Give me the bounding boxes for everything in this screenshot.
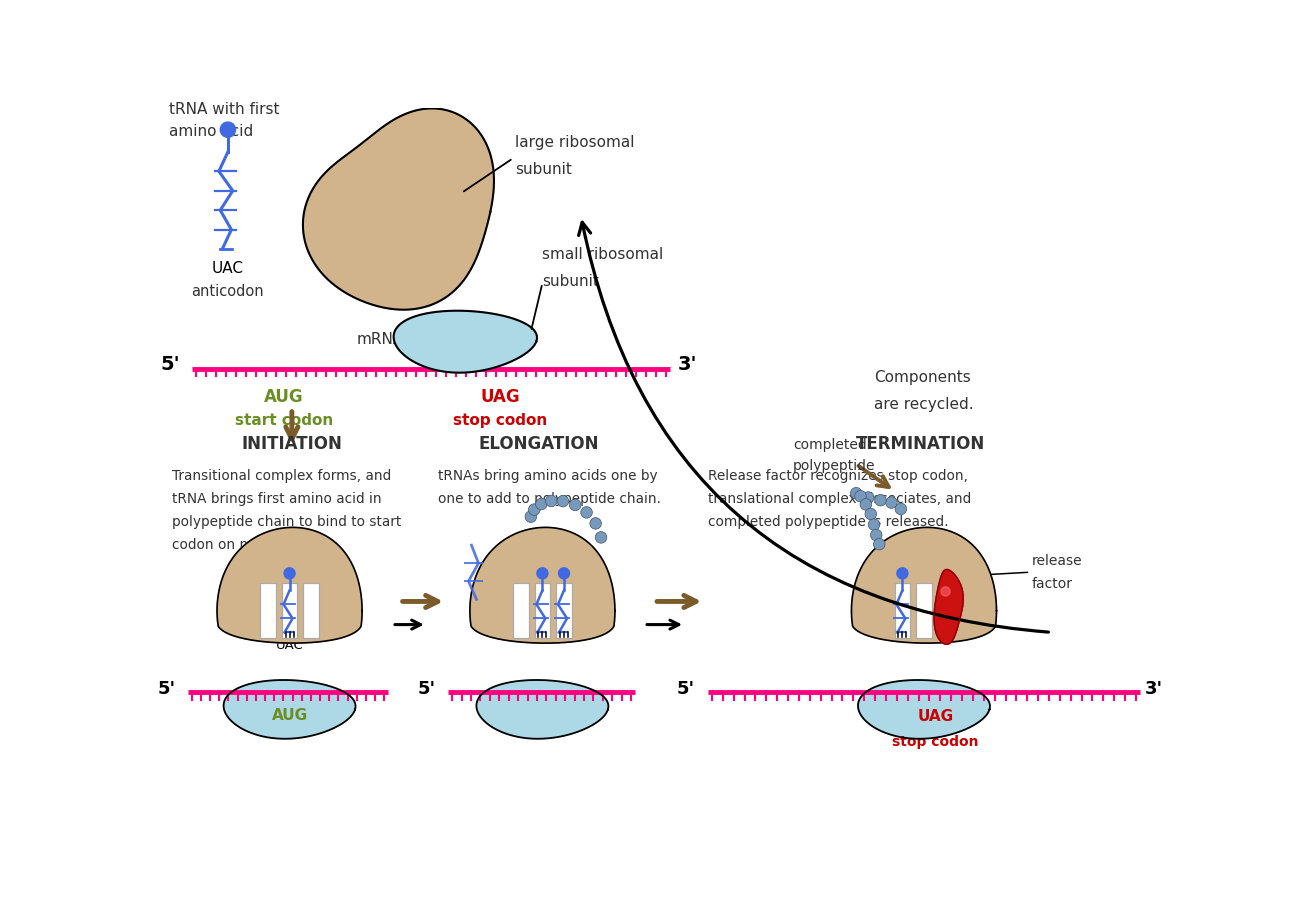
Text: subunit: subunit	[516, 162, 573, 177]
Text: tRNAs bring amino acids one by: tRNAs bring amino acids one by	[438, 469, 659, 483]
Text: mRNA: mRNA	[357, 332, 404, 347]
FancyBboxPatch shape	[513, 583, 529, 639]
Text: Transitional complex forms, and: Transitional complex forms, and	[173, 469, 391, 483]
Text: start codon: start codon	[235, 414, 334, 428]
Text: factor: factor	[1031, 577, 1073, 591]
Text: Release factor recognizes stop codon,: Release factor recognizes stop codon,	[708, 469, 968, 483]
Circle shape	[863, 492, 874, 504]
Circle shape	[569, 499, 581, 511]
Text: tRNA brings first amino acid in: tRNA brings first amino acid in	[173, 492, 382, 506]
Text: small ribosomal: small ribosomal	[543, 247, 664, 262]
FancyBboxPatch shape	[916, 583, 931, 639]
Circle shape	[940, 587, 950, 596]
Text: Components: Components	[874, 370, 970, 386]
Text: AUG: AUG	[265, 388, 304, 406]
Text: UAG: UAG	[917, 709, 953, 724]
Text: INITIATION: INITIATION	[242, 435, 343, 453]
Text: polypeptide: polypeptide	[792, 459, 876, 473]
Circle shape	[868, 519, 879, 531]
Polygon shape	[477, 680, 608, 739]
Text: large ribosomal: large ribosomal	[516, 135, 635, 150]
Circle shape	[284, 568, 295, 578]
Polygon shape	[217, 527, 362, 643]
Text: ELONGATION: ELONGATION	[478, 435, 599, 453]
Text: anticodon: anticodon	[191, 284, 264, 299]
Circle shape	[896, 568, 908, 578]
Text: stop codon: stop codon	[892, 735, 978, 749]
Text: are recycled.: are recycled.	[874, 397, 973, 413]
Circle shape	[590, 517, 601, 529]
Text: polypeptide chain to bind to start: polypeptide chain to bind to start	[173, 515, 401, 529]
Text: 5': 5'	[158, 679, 177, 697]
Circle shape	[595, 532, 607, 543]
Circle shape	[536, 568, 548, 578]
Text: subunit: subunit	[543, 274, 599, 289]
Text: stop codon: stop codon	[453, 414, 547, 428]
Circle shape	[886, 496, 898, 508]
Text: UAC: UAC	[212, 260, 244, 276]
Text: AUG: AUG	[271, 708, 308, 723]
Text: 5': 5'	[161, 355, 181, 374]
FancyBboxPatch shape	[304, 583, 318, 639]
Circle shape	[546, 496, 557, 506]
Circle shape	[870, 529, 882, 541]
Circle shape	[557, 496, 569, 507]
Text: tRNA with first: tRNA with first	[169, 103, 279, 117]
Circle shape	[855, 490, 866, 502]
FancyBboxPatch shape	[282, 583, 297, 639]
Circle shape	[525, 511, 536, 523]
Text: UAG: UAG	[481, 388, 520, 406]
Text: one to add to polypeptide chain.: one to add to polypeptide chain.	[438, 492, 661, 506]
Polygon shape	[223, 680, 356, 739]
Polygon shape	[470, 527, 614, 643]
Circle shape	[581, 506, 592, 518]
Text: 5': 5'	[677, 679, 695, 697]
Text: amino acid: amino acid	[169, 124, 253, 139]
Circle shape	[535, 498, 547, 510]
Text: completed polypeptide is released.: completed polypeptide is released.	[708, 515, 948, 529]
Polygon shape	[857, 680, 990, 739]
FancyBboxPatch shape	[556, 583, 572, 639]
Text: codon on mRNA.: codon on mRNA.	[173, 538, 287, 552]
FancyBboxPatch shape	[535, 583, 549, 639]
Text: UAC: UAC	[275, 639, 304, 651]
Circle shape	[851, 487, 863, 499]
Polygon shape	[851, 527, 996, 643]
Polygon shape	[303, 108, 494, 310]
Text: 3': 3'	[677, 355, 696, 374]
Polygon shape	[934, 569, 964, 644]
Text: 5': 5'	[418, 679, 436, 697]
Polygon shape	[394, 311, 536, 373]
Circle shape	[860, 498, 872, 510]
Text: 3': 3'	[1146, 679, 1164, 697]
Circle shape	[873, 539, 885, 550]
Circle shape	[221, 122, 235, 137]
Text: completed: completed	[792, 438, 866, 452]
FancyBboxPatch shape	[938, 583, 953, 639]
Text: TERMINATION: TERMINATION	[856, 435, 985, 453]
Text: translational complex dissociates, and: translational complex dissociates, and	[708, 492, 972, 506]
Circle shape	[529, 504, 540, 515]
FancyBboxPatch shape	[260, 583, 275, 639]
Circle shape	[874, 495, 886, 506]
Circle shape	[895, 503, 907, 514]
Circle shape	[865, 508, 877, 520]
Circle shape	[559, 568, 569, 578]
FancyBboxPatch shape	[895, 583, 911, 639]
Text: release: release	[1031, 553, 1082, 568]
